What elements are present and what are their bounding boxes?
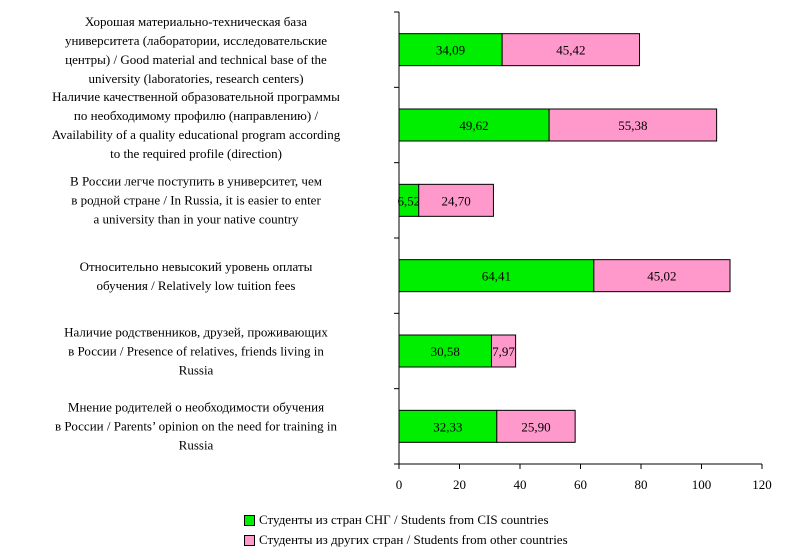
x-tick-label: 40: [514, 477, 527, 492]
category-label-line: Относительно невысокий уровень оплаты: [79, 258, 313, 274]
legend-swatch-other: [244, 534, 255, 546]
bar-cis: [398, 259, 595, 293]
category-label-line: в России / Presence of relatives, friend…: [68, 343, 324, 359]
category-label: Хорошая материально-техническая база унив…: [6, 12, 386, 88]
x-tick-label: 120: [752, 477, 772, 492]
bar-cis: [398, 334, 493, 368]
bar-other: [491, 334, 517, 368]
category-label-line: в России / Parents’ opinion on the need …: [55, 418, 337, 434]
category-label-line: Мнение родителей о необходимости обучени…: [67, 399, 325, 415]
category-label-line: Russia: [178, 362, 214, 378]
category-label-line: university (laboratories, research cente…: [88, 70, 304, 86]
legend-label-cis: Студенты из стран СНГ / Students from CI…: [259, 512, 549, 527]
bar-cis: [398, 108, 550, 142]
category-label-line: В России легче поступить в университет, …: [70, 173, 322, 189]
category-label: Наличие родственников, друзей, проживающ…: [6, 323, 386, 380]
data-label-cis: 34,09: [436, 43, 465, 58]
data-label-other: 45,42: [556, 43, 585, 58]
category-label: Наличие качественной образовательной про…: [6, 87, 386, 163]
bar-other: [548, 108, 718, 142]
category-label-line: Наличие родственников, друзей, проживающ…: [64, 324, 328, 340]
data-label-other: 45,02: [647, 269, 676, 284]
x-tick-label: 100: [692, 477, 712, 492]
category-label-line: to the required profile (direction): [110, 146, 282, 161]
category-label-line: по необходимому профилю (направлению) /: [73, 108, 319, 123]
category-label-line: обучения / Relatively low tuition fees: [96, 277, 296, 293]
x-tick-label: 80: [635, 477, 648, 492]
x-tick-label: 0: [396, 477, 403, 492]
legend-item-other: Студенты из других стран / Students from…: [244, 530, 568, 550]
bar-other: [593, 259, 731, 293]
legend-swatch-cis: [244, 514, 255, 526]
category-label: В России легче поступить в университет, …: [6, 172, 386, 229]
category-label-line: Russia: [178, 437, 214, 453]
data-label-other: 25,90: [521, 419, 550, 434]
legend-label-other: Студенты из других стран / Students from…: [259, 532, 568, 547]
category-label-line: в родной стране / In Russia, it is easie…: [71, 192, 321, 208]
data-label-other: 24,70: [441, 193, 470, 208]
category-label-line: a university than in your native country: [93, 211, 299, 227]
category-label-line: Availability of a quality educational pr…: [51, 127, 341, 142]
category-label: Мнение родителей о необходимости обучени…: [6, 398, 386, 455]
data-label-cis: 30,58: [431, 344, 460, 359]
category-label-line: Наличие качественной образовательной про…: [52, 89, 340, 104]
x-tick-label: 20: [453, 477, 466, 492]
bar-cis: [398, 409, 498, 443]
bar-cis: [398, 33, 503, 67]
data-label-cis: 6,52: [397, 193, 420, 208]
data-label-other: 55,38: [618, 118, 647, 133]
bar-other: [501, 33, 641, 67]
category-label-line: университета (лаборатории, исследователь…: [64, 32, 328, 48]
bar-other: [496, 409, 576, 443]
bar-other: [418, 183, 494, 217]
category-label-line: Хорошая материально-техническая база: [84, 13, 308, 29]
data-label-cis: 49,62: [459, 118, 488, 133]
data-label-cis: 32,33: [433, 419, 462, 434]
legend: Студенты из стран СНГ / Students from CI…: [244, 510, 568, 550]
x-tick-label: 60: [574, 477, 587, 492]
data-label-other: 7,97: [492, 344, 515, 359]
category-label: Относительно невысокий уровень оплаты обу…: [6, 257, 386, 295]
legend-item-cis: Студенты из стран СНГ / Students from CI…: [244, 510, 568, 530]
category-label-line: центры) / Good material and technical ba…: [65, 51, 327, 67]
data-label-cis: 64,41: [482, 269, 511, 284]
